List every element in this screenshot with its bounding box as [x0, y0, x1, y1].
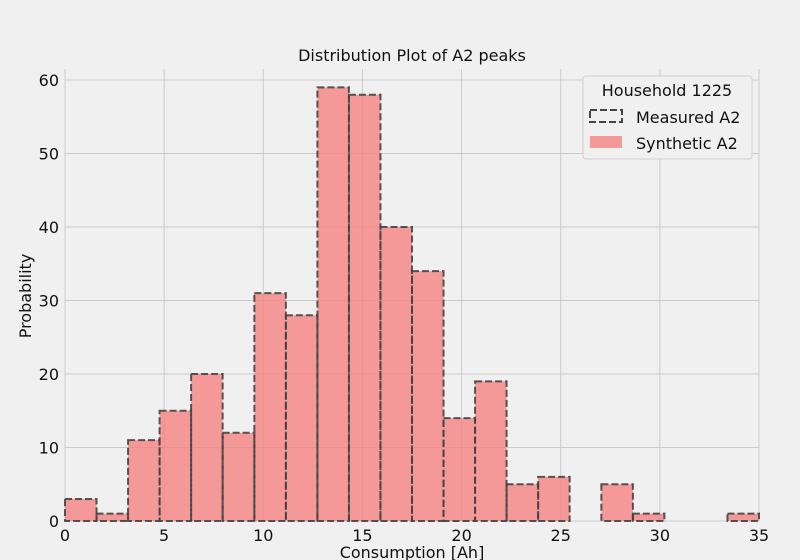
x-tick-label: 5 — [159, 526, 169, 545]
legend-box — [582, 75, 753, 160]
synthetic-bar — [727, 513, 759, 521]
synthetic-bar — [222, 432, 255, 521]
x-tick-label: 20 — [451, 526, 471, 545]
x-tick-label: 0 — [60, 526, 70, 545]
synthetic-bar — [475, 381, 507, 521]
measured-bar — [600, 483, 634, 523]
synthetic-bar — [443, 418, 476, 521]
synthetic-bar — [317, 87, 349, 521]
y-axis-label: Probability — [16, 254, 35, 339]
synthetic-bar — [96, 513, 129, 521]
synthetic-bar — [380, 227, 412, 521]
x-tick-label: 30 — [650, 526, 670, 545]
measured-bar — [284, 314, 319, 523]
y-tick-label: 0 — [49, 512, 59, 531]
synthetic-bar — [348, 94, 381, 522]
synthetic-bar — [601, 484, 633, 521]
synthetic-bars — [65, 87, 759, 522]
measured-bar — [379, 226, 413, 522]
synthetic-bar — [254, 293, 286, 521]
measured-bars — [64, 86, 761, 523]
y-tick-label: 60 — [39, 71, 59, 90]
measured-bar — [316, 86, 350, 522]
measured-bar — [474, 380, 508, 522]
measured-bar — [64, 497, 98, 523]
synthetic-bar — [285, 315, 318, 521]
legend-swatch-measured — [589, 109, 623, 123]
measured-bar — [411, 270, 445, 523]
y-tick-label: 50 — [39, 145, 59, 164]
synthetic-bar — [412, 271, 444, 521]
x-axis-label: Consumption [Ah] — [340, 543, 485, 560]
synthetic-bar — [538, 476, 570, 521]
synthetic-bar — [506, 484, 539, 521]
chart-title: Distribution Plot of A2 peaks — [298, 46, 526, 65]
x-tick-label: 15 — [352, 526, 372, 545]
synthetic-bar — [632, 513, 665, 521]
y-tick-label: 40 — [39, 218, 59, 237]
measured-bar — [726, 512, 761, 522]
x-tick-label: 25 — [551, 526, 571, 545]
synthetic-bar — [128, 440, 160, 521]
legend: Household 1225 Measured A2 Synthetic A2 — [582, 75, 753, 160]
measured-bar — [505, 483, 540, 523]
y-tick-label: 20 — [39, 365, 59, 384]
synthetic-bar — [159, 410, 192, 521]
synthetic-bar — [191, 374, 223, 521]
measured-bar — [631, 512, 666, 522]
tick-labels: 0 5 10 15 20 25 30 35 0 10 20 30 40 50 60 — [39, 71, 770, 545]
legend-label-synthetic: Synthetic A2 — [636, 134, 738, 153]
x-tick-label: 35 — [749, 526, 769, 545]
y-tick-label: 30 — [39, 292, 59, 311]
synthetic-bar — [65, 498, 97, 521]
y-tick-label: 10 — [39, 439, 59, 458]
measured-bar — [537, 475, 571, 522]
measured-bar — [95, 512, 130, 522]
legend-title: Household 1225 — [602, 81, 732, 100]
x-tick-label: 10 — [253, 526, 273, 545]
legend-swatch-synthetic — [590, 136, 622, 148]
legend-label-measured: Measured A2 — [636, 108, 740, 127]
